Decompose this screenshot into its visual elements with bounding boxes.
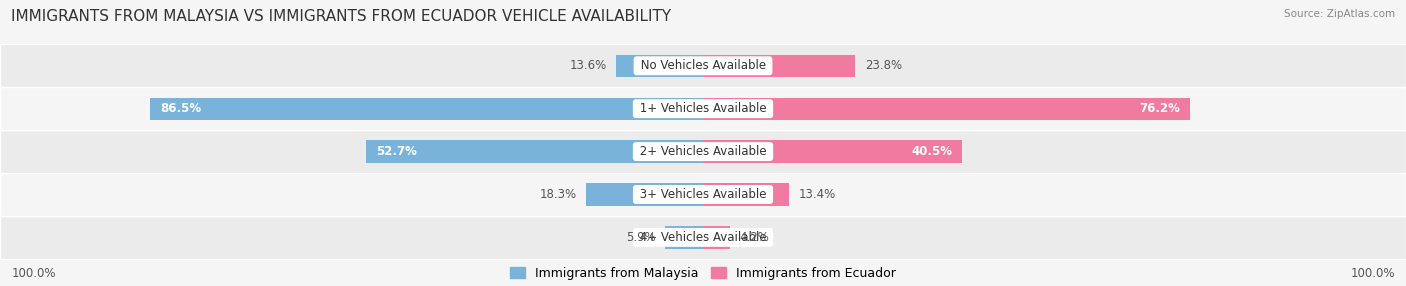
Text: 76.2%: 76.2% — [1139, 102, 1181, 115]
Text: 4.2%: 4.2% — [740, 231, 769, 244]
Text: 13.4%: 13.4% — [799, 188, 835, 201]
Bar — [0, 130, 1406, 173]
Bar — [703, 183, 789, 206]
Text: 4+ Vehicles Available: 4+ Vehicles Available — [636, 231, 770, 244]
Bar — [703, 55, 855, 77]
Text: 100.0%: 100.0% — [1350, 267, 1395, 280]
Legend: Immigrants from Malaysia, Immigrants from Ecuador: Immigrants from Malaysia, Immigrants fro… — [510, 267, 896, 280]
Text: 52.7%: 52.7% — [375, 145, 416, 158]
Text: 86.5%: 86.5% — [160, 102, 201, 115]
Bar — [0, 87, 1406, 130]
Text: 13.6%: 13.6% — [569, 59, 606, 72]
Bar — [616, 55, 703, 77]
Bar — [703, 226, 730, 249]
Bar — [703, 98, 1189, 120]
Text: Source: ZipAtlas.com: Source: ZipAtlas.com — [1284, 9, 1395, 19]
Bar — [150, 98, 703, 120]
Text: 23.8%: 23.8% — [865, 59, 901, 72]
Text: IMMIGRANTS FROM MALAYSIA VS IMMIGRANTS FROM ECUADOR VEHICLE AVAILABILITY: IMMIGRANTS FROM MALAYSIA VS IMMIGRANTS F… — [11, 9, 672, 23]
Text: No Vehicles Available: No Vehicles Available — [637, 59, 769, 72]
Text: 100.0%: 100.0% — [11, 267, 56, 280]
Bar — [665, 226, 703, 249]
Bar — [586, 183, 703, 206]
Text: 40.5%: 40.5% — [911, 145, 952, 158]
Bar — [703, 140, 962, 163]
Bar — [0, 173, 1406, 216]
Text: 18.3%: 18.3% — [540, 188, 576, 201]
Text: 1+ Vehicles Available: 1+ Vehicles Available — [636, 102, 770, 115]
Text: 5.9%: 5.9% — [626, 231, 655, 244]
Bar — [0, 44, 1406, 87]
Bar — [366, 140, 703, 163]
Bar — [0, 216, 1406, 259]
Text: 2+ Vehicles Available: 2+ Vehicles Available — [636, 145, 770, 158]
Text: 3+ Vehicles Available: 3+ Vehicles Available — [636, 188, 770, 201]
